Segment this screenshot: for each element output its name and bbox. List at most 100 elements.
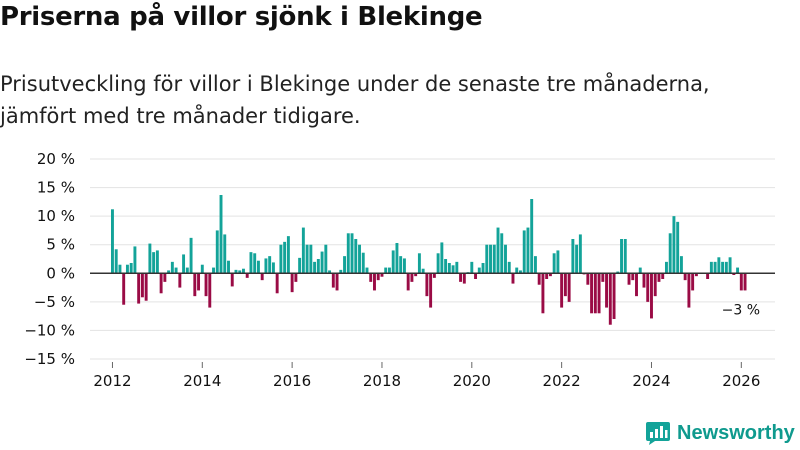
bar [612,273,616,319]
bar [249,252,253,274]
bar [597,273,601,314]
bar [264,258,268,274]
bar [601,273,605,282]
bar [489,244,492,274]
bar [414,273,418,277]
bar [511,273,515,284]
chart-title: Priserna på villor sjönk i Blekinge [0,2,483,32]
bar [339,269,343,274]
bar [721,261,725,274]
brand-logo[interactable]: Newsworthy [645,420,795,446]
bar [215,230,219,274]
bar [638,267,642,274]
bar [358,244,361,274]
bar [369,273,373,282]
bar [167,270,171,274]
bar [417,253,421,274]
bar [395,243,399,274]
bar [271,262,275,274]
y-tick-label: 5 % [46,236,75,254]
bar [530,199,534,274]
bar [500,233,504,274]
latest-value-label: −3 % [722,302,760,318]
bar [687,273,691,308]
bar [492,244,496,274]
bar [140,273,144,298]
bar [361,252,365,274]
bar [219,195,223,274]
bar [515,267,519,274]
bar [631,273,635,281]
bar [148,243,152,274]
bar [230,273,234,287]
bar [155,250,159,274]
bar [668,233,672,274]
bar [522,230,526,274]
bar [283,241,287,274]
bar [533,256,537,274]
x-tick-label: 2018 [363,372,401,390]
bar [253,253,257,274]
bar [620,239,623,274]
bar [736,267,740,274]
bar [399,256,403,274]
bar [485,244,489,274]
bar [481,263,485,274]
bar [635,273,638,297]
bar [429,273,433,308]
x-tick-label: 2022 [543,372,581,390]
bar [152,252,156,274]
bar [227,260,230,274]
bar [504,244,507,274]
bar [234,269,238,274]
bar [260,273,264,281]
bar [313,261,317,274]
bar [537,273,541,285]
bar [657,273,661,282]
bar [507,261,511,274]
bar [365,267,369,274]
bar [324,244,328,274]
bar [133,246,137,274]
bar [608,273,612,325]
bar [421,268,425,274]
bar [623,239,627,274]
bar [159,273,163,294]
bar [335,273,339,291]
brand-name: Newsworthy [677,421,795,444]
bar [706,273,710,279]
bar [286,236,290,274]
bar [279,244,283,274]
bar [575,244,579,274]
bar [642,273,646,288]
bar [320,251,324,274]
bar [571,239,575,274]
bar [354,239,358,274]
bar [238,270,242,274]
x-tick-label: 2024 [632,372,670,390]
bar [672,216,676,274]
bar [380,273,384,277]
x-tick-label: 2020 [453,372,491,390]
bar [200,264,204,274]
bar [402,258,406,274]
bar [578,234,582,274]
bar [455,261,459,274]
bar [137,273,141,304]
y-tick-label: 15 % [37,179,75,197]
bar [519,270,522,274]
bar [343,256,346,274]
bar [676,221,680,274]
bar [316,259,320,274]
bar [391,250,395,274]
y-tick-label: 10 % [37,207,75,225]
bar [462,273,466,284]
bar [301,227,305,274]
bar [178,273,182,288]
bar [709,261,713,274]
bar [290,273,294,293]
bar [541,273,545,314]
bar [197,273,201,291]
bar [440,242,444,274]
x-tick-label: 2026 [722,372,760,390]
